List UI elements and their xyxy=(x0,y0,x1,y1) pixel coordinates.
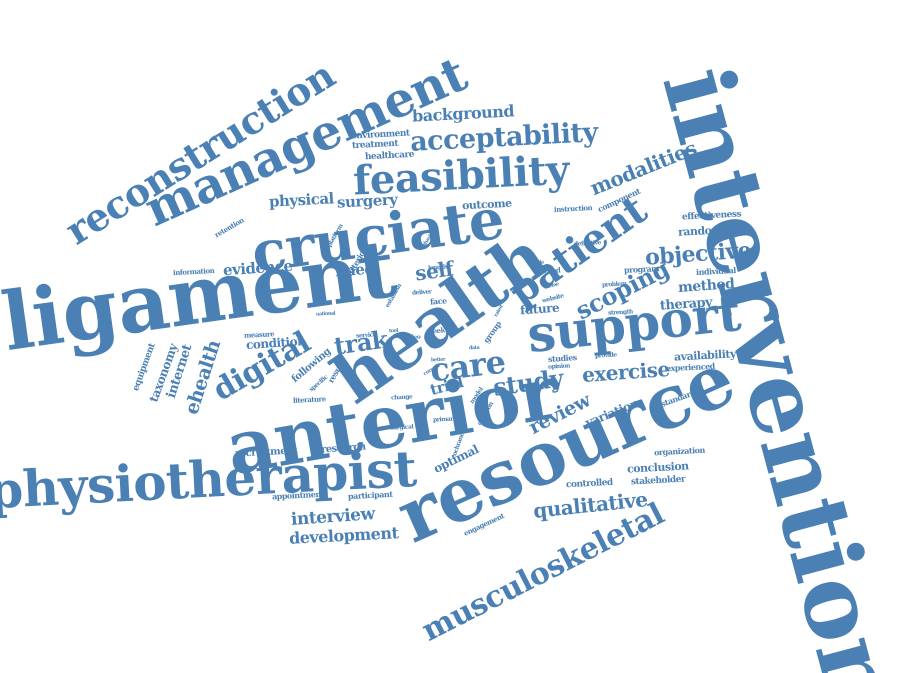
word-face: face xyxy=(429,295,447,307)
word-week: week xyxy=(426,324,446,336)
word-problem: problem xyxy=(601,280,627,289)
word-development: development xyxy=(288,523,399,548)
word-tool: tool xyxy=(388,327,398,334)
word-provide: provide xyxy=(594,351,617,360)
word-literature: literature xyxy=(292,393,326,405)
word-future: future xyxy=(519,300,560,318)
word-participant: participant xyxy=(347,488,393,502)
word-stakeholder: stakeholder xyxy=(630,474,686,487)
word-studies: studies xyxy=(547,352,577,364)
word-video: video xyxy=(404,333,420,342)
word-method: method xyxy=(677,276,735,296)
word-information: information xyxy=(172,265,214,277)
word-sample: sample xyxy=(526,259,544,266)
word-outcome: outcome xyxy=(461,196,512,212)
word-change: change xyxy=(390,393,412,402)
word-retention: retention xyxy=(212,215,246,239)
word-national: national xyxy=(315,310,335,317)
word-surgical: surgical xyxy=(389,423,413,432)
word-measure: measure xyxy=(243,328,275,340)
word-individual: individual xyxy=(695,264,737,278)
word-experienced: experienced xyxy=(665,360,715,374)
word-physical: physical xyxy=(268,188,334,211)
word-exercise: exercise xyxy=(581,356,671,388)
word-service: service xyxy=(355,331,377,340)
word-data: data xyxy=(468,344,480,351)
word-conclusion: conclusion xyxy=(626,458,689,476)
word-opinion: opinion xyxy=(547,362,571,371)
word-appointment: appointment xyxy=(271,488,325,502)
word-program: program xyxy=(623,263,659,275)
word-healthcare: healthcare xyxy=(364,149,414,162)
word-instruction: instruction xyxy=(553,202,593,214)
word-primary: primary xyxy=(432,415,456,424)
word-needed: needed xyxy=(534,264,560,276)
word-therapy: therapy xyxy=(659,294,713,314)
word-strength: strength xyxy=(607,308,633,317)
word-randomised: randomised xyxy=(677,221,746,239)
word-surgery: surgery xyxy=(336,189,398,212)
word-organization: organization xyxy=(653,444,705,458)
word-lengthy: lengthy xyxy=(427,263,450,272)
word-availability: availability xyxy=(673,346,737,364)
word-evidence: evidence xyxy=(222,256,294,279)
word-treatment: treatment xyxy=(351,138,399,151)
word-controlled: controlled xyxy=(565,477,613,490)
